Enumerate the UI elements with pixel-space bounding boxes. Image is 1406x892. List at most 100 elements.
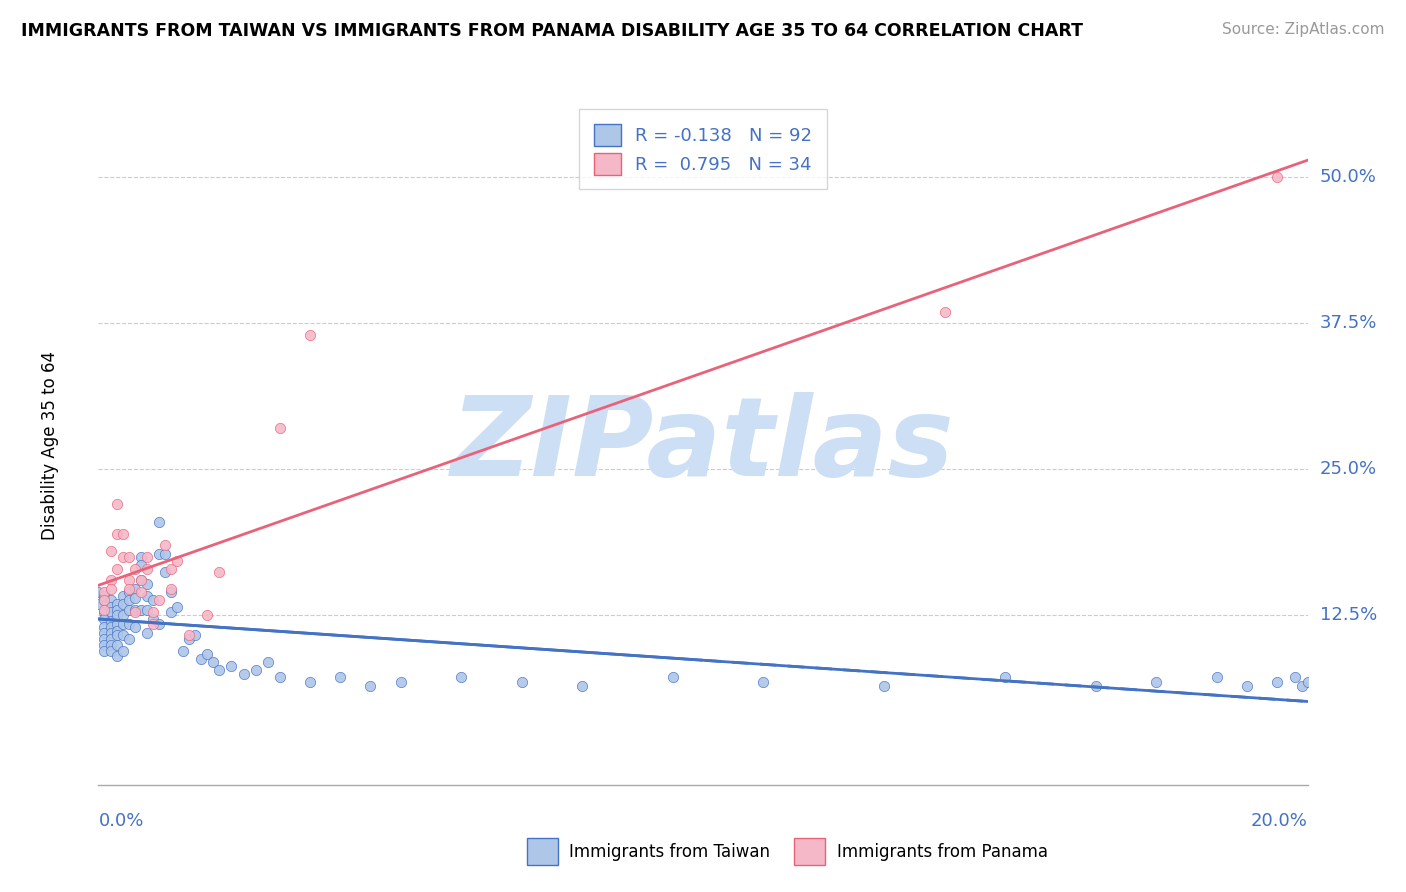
Point [100,615,122,629]
Point [87,597,110,611]
Point [118,616,141,631]
Point [105,608,128,623]
Point [111,628,134,642]
Point [160,562,183,576]
Point [111,597,134,611]
Point [148,547,170,561]
Point [184,628,207,642]
Point [299,675,322,690]
Text: IMMIGRANTS FROM TAIWAN VS IMMIGRANTS FROM PANAMA DISABILITY AGE 35 TO 64 CORRELA: IMMIGRANTS FROM TAIWAN VS IMMIGRANTS FRO… [21,22,1083,40]
Point [93,602,115,616]
Point [177,628,201,642]
Point [100,638,122,652]
Text: 37.5%: 37.5% [1320,314,1376,333]
Point [111,616,134,631]
Point [129,574,152,588]
Point [111,608,134,623]
Point [105,602,128,616]
Text: Source: ZipAtlas.com: Source: ZipAtlas.com [1222,22,1385,37]
Point [142,605,165,619]
Point [129,549,152,564]
Point [1296,675,1319,690]
Point [93,638,115,652]
Point [299,328,322,343]
Point [142,616,165,631]
Point [111,549,134,564]
Point [208,566,231,580]
Text: 12.5%: 12.5% [1320,607,1376,624]
Point [100,643,122,657]
Point [1284,670,1306,684]
Point [124,582,146,596]
Point [105,628,128,642]
Point [118,602,141,616]
Point [177,632,201,646]
Text: 25.0%: 25.0% [1320,460,1376,478]
Point [124,602,146,616]
Point [93,626,115,640]
Point [93,612,115,626]
Point [93,632,115,646]
Point [190,651,212,665]
Text: 0.0%: 0.0% [98,812,143,830]
Point [160,605,183,619]
Point [93,593,115,607]
Text: Disability Age 35 to 64: Disability Age 35 to 64 [41,351,59,541]
Point [160,585,183,599]
Text: ZIPatlas: ZIPatlas [451,392,955,500]
Point [100,544,122,558]
Point [129,602,152,616]
Point [389,675,412,690]
Point [752,675,775,690]
Point [87,585,110,599]
Point [256,655,278,669]
Point [135,549,157,564]
Point [118,549,141,564]
Point [129,585,152,599]
Point [100,600,122,615]
Point [934,304,956,318]
Point [118,574,141,588]
Point [118,632,141,646]
Point [111,643,134,657]
Point [135,626,157,640]
Point [148,616,170,631]
Point [202,655,225,669]
Point [93,605,115,619]
Point [93,593,115,607]
Point [93,589,115,603]
Point [135,589,157,603]
Point [148,515,170,529]
Point [269,421,291,435]
Point [360,679,382,693]
Point [1236,679,1258,693]
Point [100,632,122,646]
Point [166,553,188,567]
Point [153,566,176,580]
Point [510,675,533,690]
Point [100,626,122,640]
Point [93,585,115,599]
Point [172,643,194,657]
Point [135,562,157,576]
Point [571,679,593,693]
Point [160,582,183,596]
Text: Immigrants from Taiwan: Immigrants from Taiwan [569,843,770,861]
Point [100,574,122,588]
Point [100,605,122,619]
Point [93,643,115,657]
Text: Immigrants from Panama: Immigrants from Panama [837,843,1047,861]
Point [105,526,128,541]
Point [105,638,128,652]
Point [105,498,128,512]
Point [100,620,122,634]
Point [118,582,141,596]
Point [1085,679,1108,693]
Point [142,612,165,626]
Point [105,624,128,638]
Point [100,593,122,607]
Point [873,679,896,693]
Point [1265,170,1288,185]
Point [269,670,291,684]
Point [118,585,141,599]
